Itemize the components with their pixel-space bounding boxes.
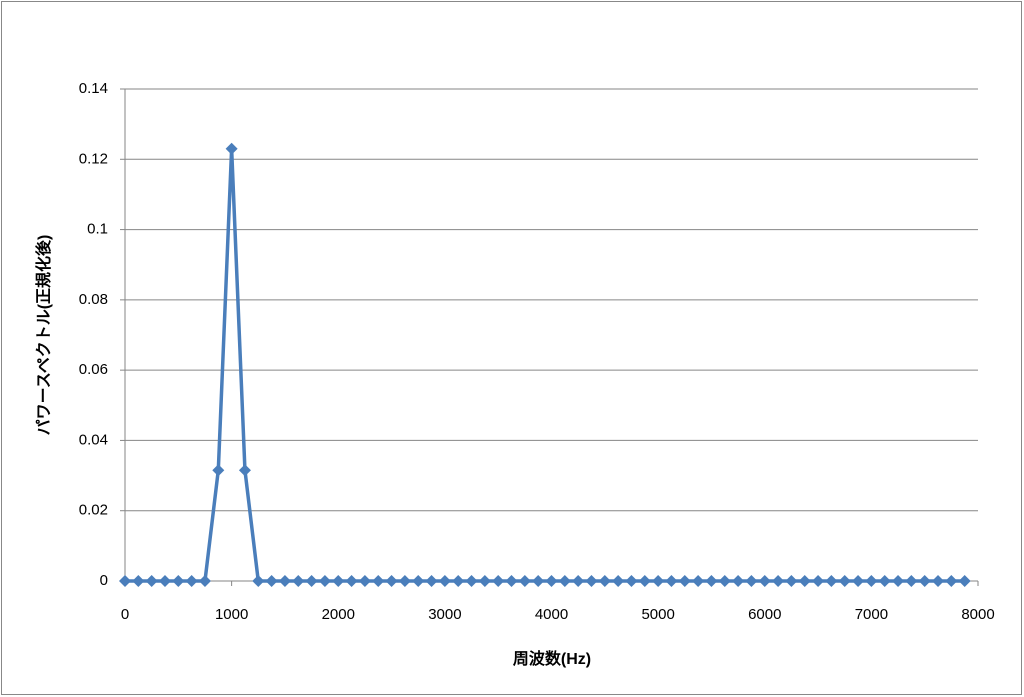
x-tick-label: 0	[121, 606, 129, 623]
marker	[172, 575, 185, 587]
marker	[812, 575, 825, 587]
y-tick-label: 0.04	[79, 431, 108, 448]
marker	[905, 575, 918, 587]
marker	[292, 575, 305, 587]
x-tick-label: 6000	[748, 606, 781, 623]
marker	[945, 575, 958, 587]
marker	[465, 575, 478, 587]
marker	[932, 575, 945, 587]
x-tick-label: 8000	[961, 606, 994, 623]
marker	[705, 575, 718, 587]
marker	[145, 575, 158, 587]
y-tick-label: 0	[100, 572, 108, 589]
marker	[825, 575, 838, 587]
marker	[772, 575, 785, 587]
marker	[358, 575, 371, 587]
marker	[252, 575, 265, 587]
marker	[865, 575, 878, 587]
marker	[345, 575, 358, 587]
marker	[878, 575, 891, 587]
marker	[492, 575, 505, 587]
marker	[385, 575, 398, 587]
y-tick-label: 0.08	[79, 291, 108, 308]
marker	[785, 575, 798, 587]
marker	[718, 575, 731, 587]
marker	[692, 575, 705, 587]
marker	[532, 575, 545, 587]
marker	[412, 575, 425, 587]
x-tick-label: 2000	[322, 606, 355, 623]
marker	[185, 575, 198, 587]
marker	[652, 575, 665, 587]
marker	[238, 464, 251, 477]
marker	[758, 575, 771, 587]
marker	[545, 575, 558, 587]
series-line	[125, 146, 965, 583]
marker	[132, 575, 145, 587]
marker	[638, 575, 651, 587]
marker	[678, 575, 691, 587]
marker	[225, 142, 238, 155]
marker	[572, 575, 585, 587]
x-tick-label: 5000	[641, 606, 674, 623]
y-tick-label: 0.12	[79, 150, 108, 167]
marker	[278, 575, 291, 587]
y-tick-label: 0.14	[79, 80, 108, 97]
marker	[892, 575, 905, 587]
marker	[732, 575, 745, 587]
marker	[158, 575, 171, 587]
marker	[305, 575, 318, 587]
x-tick-label: 4000	[535, 606, 568, 623]
marker	[332, 575, 345, 587]
marker	[665, 575, 678, 587]
marker	[265, 575, 278, 587]
marker	[198, 575, 211, 587]
marker	[318, 575, 331, 587]
y-axis-title: パワースペクトル(正規化後)	[34, 235, 53, 436]
marker	[598, 575, 611, 587]
y-tick-label: 0.1	[87, 221, 108, 238]
marker	[119, 575, 131, 587]
marker	[585, 575, 598, 587]
marker	[625, 575, 638, 587]
marker	[558, 575, 571, 587]
marker	[838, 575, 851, 587]
marker	[745, 575, 758, 587]
marker	[452, 575, 465, 587]
marker	[798, 575, 811, 587]
x-tick-label: 1000	[215, 606, 248, 623]
marker	[438, 575, 451, 587]
x-tick-label: 7000	[855, 606, 888, 623]
marker	[852, 575, 865, 587]
marker	[372, 575, 385, 587]
marker	[478, 575, 491, 587]
marker	[505, 575, 518, 587]
marker	[425, 575, 438, 587]
marker	[398, 575, 411, 587]
marker	[612, 575, 625, 587]
x-axis-title: 周波数(Hz)	[513, 649, 591, 668]
y-tick-label: 0.02	[79, 502, 108, 519]
x-tick-label: 3000	[428, 606, 461, 623]
marker	[918, 575, 931, 587]
y-tick-label: 0.06	[79, 361, 108, 378]
marker	[518, 575, 531, 587]
marker	[958, 575, 971, 587]
marker	[212, 464, 225, 477]
